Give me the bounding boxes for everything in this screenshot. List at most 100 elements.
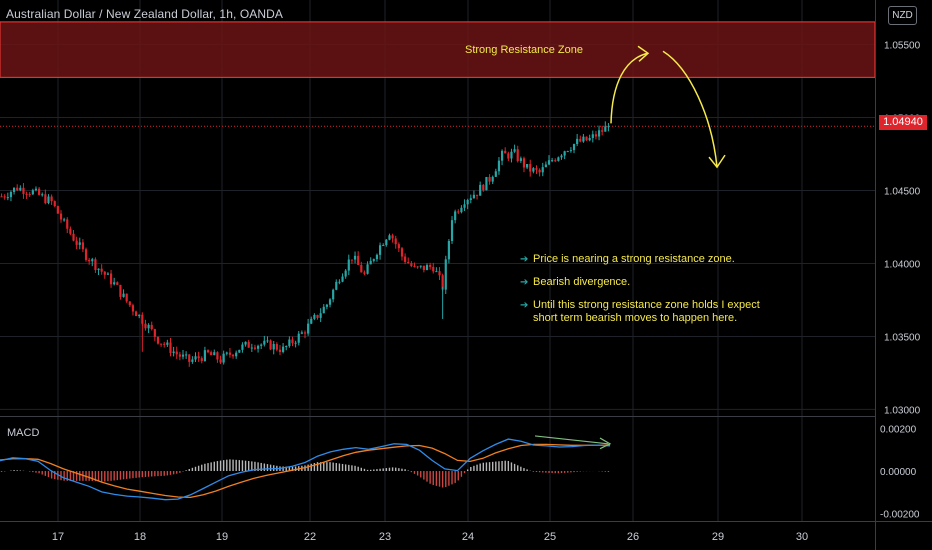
candle-body (210, 352, 213, 356)
candle-body (469, 198, 472, 200)
candlesticks (0, 121, 610, 367)
candle-body (125, 293, 128, 302)
candle-body (532, 168, 535, 172)
time-tick-label: 18 (134, 531, 146, 543)
candle-body (266, 340, 269, 342)
candle-body (604, 126, 607, 132)
candle-body (238, 349, 241, 353)
candle-body (78, 242, 81, 245)
macd-tick-label: 0.00200 (880, 424, 917, 435)
candle-body (579, 138, 582, 142)
time-tick-label: 22 (304, 531, 316, 543)
note-text: Bearish divergence. (533, 276, 631, 288)
time-tick-label: 23 (379, 531, 391, 543)
candle-body (432, 266, 435, 272)
candle-body (81, 242, 84, 250)
candle-body (372, 259, 375, 261)
right-arrow-icon: ➔ (520, 300, 529, 311)
candle-body (94, 259, 97, 270)
candle-body (366, 264, 369, 274)
candle-body (322, 306, 325, 314)
candle-body (560, 155, 563, 158)
candle-body (594, 134, 598, 137)
candle-body (128, 301, 131, 306)
candle-body (197, 356, 200, 359)
candle-body (163, 343, 166, 345)
candle-body (444, 259, 447, 290)
candle-body (47, 196, 50, 204)
time-tick-label: 26 (627, 531, 639, 543)
candle-body (12, 187, 16, 192)
candle-body (475, 194, 479, 196)
candle-body (288, 339, 291, 347)
candle-body (422, 265, 425, 271)
candle-body (488, 176, 491, 182)
candle-body (601, 130, 604, 132)
candle-body (147, 324, 150, 329)
candle-body (34, 188, 38, 191)
grid-lines (0, 0, 875, 521)
candle-body (3, 196, 6, 198)
candle-body (607, 126, 610, 128)
candle-body (491, 176, 494, 182)
candle-body (22, 187, 25, 194)
candle-body (269, 340, 272, 350)
currency-badge[interactable]: NZD (888, 6, 917, 25)
candle-body (272, 344, 275, 350)
price-tick-label: 1.03000 (884, 405, 921, 416)
candle-body (56, 206, 59, 214)
candle-body (63, 219, 66, 221)
candle-body (169, 342, 172, 353)
candle-body (138, 314, 141, 317)
candle-body (116, 282, 119, 285)
right-arrow-icon: ➔ (520, 254, 529, 265)
candle-body (141, 314, 144, 324)
candle-body (576, 138, 579, 145)
candle-body (416, 266, 419, 268)
candle-body (203, 350, 206, 361)
candle-body (9, 191, 13, 198)
candle-body (150, 324, 153, 330)
candle-body (122, 293, 125, 297)
candle-body (228, 352, 232, 355)
resistance-zone (0, 21, 876, 78)
candle-body (454, 211, 457, 221)
note-text: Until this strong resistance zone holds … (533, 299, 760, 324)
time-axis[interactable]: 17 18 19 22 23 24 25 26 29 30 (52, 531, 808, 543)
price-axis[interactable]: 1.055001.050001.045001.040001.035001.030… (880, 41, 921, 521)
candle-body (563, 151, 566, 156)
candle-body (225, 352, 228, 354)
candle-body (325, 304, 328, 307)
candle-body (369, 260, 372, 265)
candle-body (172, 351, 175, 353)
price-tick-label: 1.05500 (884, 41, 921, 52)
candle-body (0, 196, 3, 198)
candle-body (419, 265, 422, 267)
candle-body (307, 323, 310, 334)
candle-body (144, 323, 147, 329)
candle-body (250, 347, 253, 349)
macd-tick-label: -0.00200 (880, 510, 920, 521)
candle-body (388, 235, 391, 240)
candle-body (466, 199, 469, 205)
time-tick-label: 29 (712, 531, 724, 543)
candle-body (435, 271, 438, 273)
candle-body (291, 339, 294, 344)
time-tick-label: 24 (462, 531, 474, 543)
candle-body (582, 136, 585, 142)
candle-body (244, 341, 247, 345)
candle-body (447, 240, 450, 260)
candle-body (554, 160, 557, 162)
candle-body (75, 240, 78, 245)
candle-body (69, 228, 72, 234)
candle-body (260, 344, 263, 346)
candle-body (425, 265, 429, 271)
candle-body (500, 150, 504, 161)
candle-body (256, 345, 260, 349)
candle-body (482, 184, 485, 191)
candle-body (535, 168, 538, 170)
candle-body (188, 354, 191, 362)
candle-body (278, 349, 282, 352)
candle-body (479, 184, 482, 196)
